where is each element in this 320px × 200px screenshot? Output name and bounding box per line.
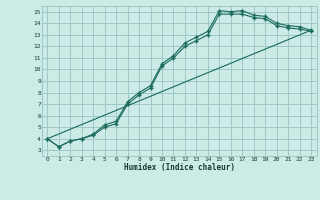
X-axis label: Humidex (Indice chaleur): Humidex (Indice chaleur): [124, 163, 235, 172]
